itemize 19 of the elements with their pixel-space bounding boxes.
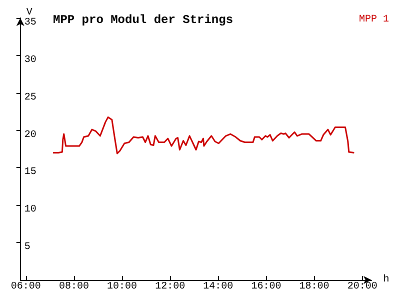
x-tick-label: 20:00	[347, 282, 378, 292]
y-tick-label: 35	[24, 18, 36, 28]
chart-title: MPP pro Modul der Strings	[53, 13, 234, 27]
x-tick-label: 08:00	[58, 282, 89, 292]
y-tick-label: 30	[24, 54, 36, 66]
x-axis-title: h	[383, 274, 390, 286]
y-tick-label: 20	[24, 130, 36, 141]
x-tick-label: 16:00	[251, 282, 282, 292]
x-tick-label: 14:00	[203, 282, 234, 292]
x-tick-label: 06:00	[10, 282, 41, 292]
y-tick-label: 10	[24, 204, 36, 216]
text: MPP 1	[358, 14, 390, 26]
y-tick-label: 25	[24, 92, 36, 104]
x-tick-label: 12:00	[155, 282, 186, 292]
y-tick-label: 15	[24, 167, 36, 178]
x-tick-label: 18:00	[299, 282, 330, 292]
y-tick-label: 5	[24, 242, 30, 254]
x-tick-label: 10:00	[107, 282, 138, 292]
y-axis-title: V	[26, 8, 32, 19]
